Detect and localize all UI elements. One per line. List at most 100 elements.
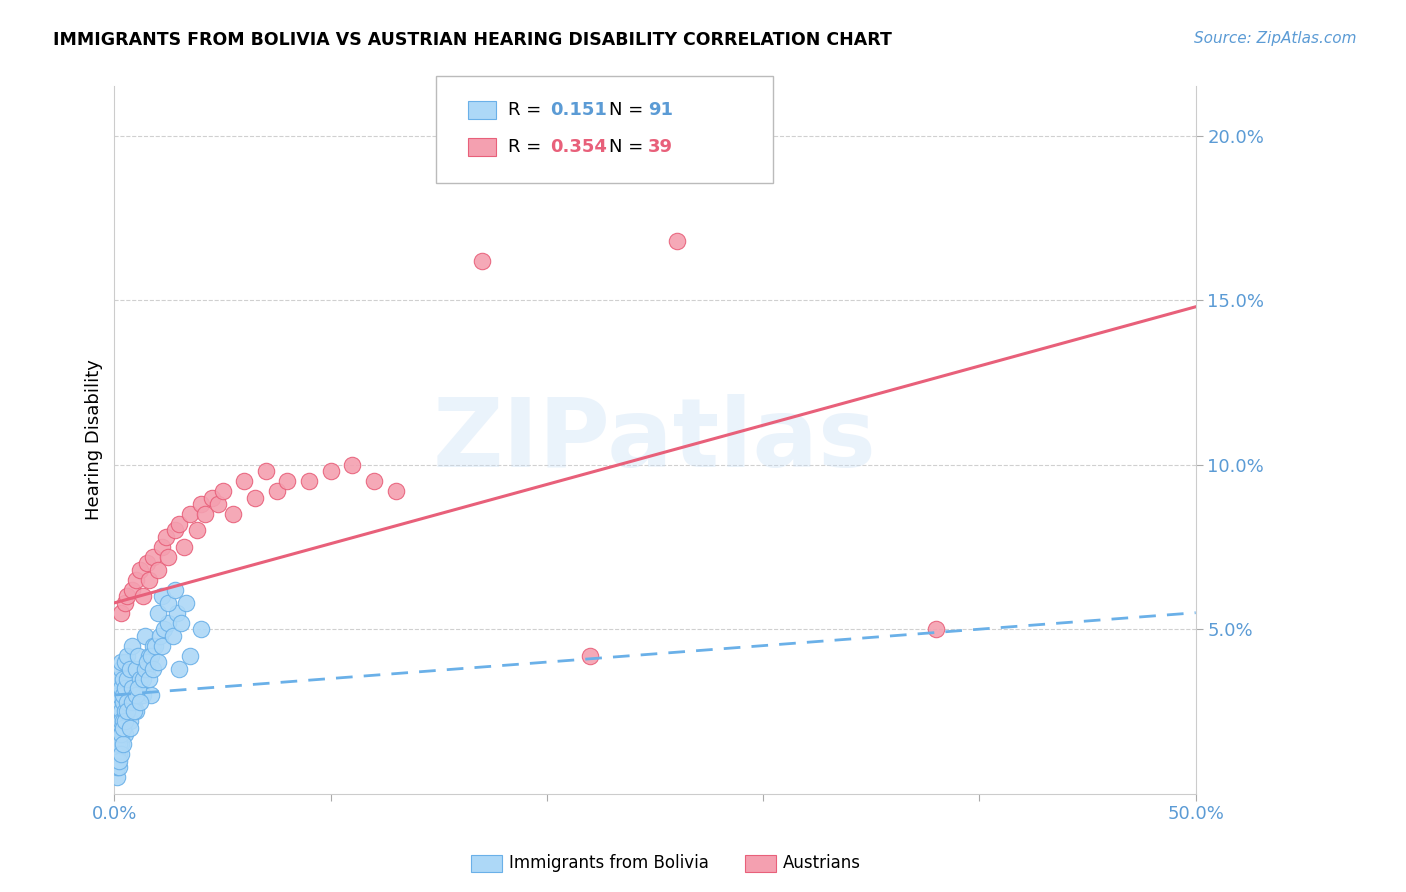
Point bbox=[162, 629, 184, 643]
Point bbox=[110, 606, 132, 620]
Point bbox=[114, 727, 136, 741]
Point bbox=[163, 582, 186, 597]
Point bbox=[173, 540, 195, 554]
Point bbox=[135, 557, 157, 571]
Point bbox=[114, 705, 136, 719]
Point bbox=[925, 622, 948, 636]
Point bbox=[117, 695, 139, 709]
Point bbox=[141, 648, 163, 663]
Point bbox=[179, 648, 201, 663]
Point bbox=[114, 596, 136, 610]
Point bbox=[118, 714, 141, 729]
Text: ZIPatlas: ZIPatlas bbox=[433, 393, 877, 486]
Point bbox=[107, 672, 129, 686]
Point bbox=[579, 648, 602, 663]
Point bbox=[107, 727, 129, 741]
Point bbox=[342, 458, 364, 472]
Point bbox=[110, 705, 132, 719]
Point bbox=[298, 474, 321, 488]
Point bbox=[125, 705, 148, 719]
Point bbox=[131, 589, 153, 603]
Point bbox=[112, 721, 135, 735]
Point bbox=[319, 464, 342, 478]
Point bbox=[142, 662, 165, 676]
Point bbox=[107, 747, 129, 762]
Point bbox=[142, 639, 165, 653]
Point bbox=[207, 497, 229, 511]
Point bbox=[107, 721, 129, 735]
Point bbox=[114, 681, 136, 696]
Point bbox=[169, 516, 191, 531]
Point bbox=[163, 524, 186, 538]
Point bbox=[107, 760, 129, 774]
Point bbox=[170, 615, 193, 630]
Point bbox=[122, 705, 145, 719]
Point bbox=[110, 747, 132, 762]
Point bbox=[145, 639, 167, 653]
Point bbox=[179, 507, 201, 521]
Point bbox=[150, 639, 173, 653]
Point bbox=[121, 681, 143, 696]
Point bbox=[125, 573, 148, 587]
Point bbox=[135, 662, 157, 676]
Point bbox=[186, 524, 208, 538]
Point bbox=[155, 530, 177, 544]
Point bbox=[201, 491, 224, 505]
Point bbox=[121, 582, 143, 597]
Point bbox=[110, 681, 132, 696]
Point bbox=[150, 540, 173, 554]
Point bbox=[135, 655, 157, 669]
Point bbox=[122, 695, 145, 709]
Text: 0.151: 0.151 bbox=[550, 101, 606, 119]
Text: Immigrants from Bolivia: Immigrants from Bolivia bbox=[509, 855, 709, 872]
Point bbox=[129, 563, 152, 577]
Point bbox=[110, 727, 132, 741]
Point bbox=[107, 714, 129, 729]
Point bbox=[105, 688, 128, 702]
Point bbox=[121, 695, 143, 709]
Point bbox=[233, 474, 256, 488]
Text: R =: R = bbox=[508, 138, 547, 156]
Point bbox=[127, 648, 149, 663]
Point bbox=[107, 695, 129, 709]
Point bbox=[150, 589, 173, 603]
Point bbox=[166, 606, 188, 620]
Point bbox=[114, 655, 136, 669]
Point bbox=[105, 747, 128, 762]
Point bbox=[153, 622, 176, 636]
Text: 91: 91 bbox=[648, 101, 673, 119]
Point bbox=[134, 629, 156, 643]
Point bbox=[105, 721, 128, 735]
Point bbox=[112, 737, 135, 751]
Point bbox=[129, 672, 152, 686]
Point bbox=[105, 754, 128, 768]
Point bbox=[141, 688, 163, 702]
Point bbox=[110, 727, 132, 741]
Point bbox=[110, 714, 132, 729]
Point bbox=[105, 705, 128, 719]
Point bbox=[129, 695, 152, 709]
Point bbox=[112, 688, 135, 702]
Point bbox=[169, 662, 191, 676]
Text: 39: 39 bbox=[648, 138, 673, 156]
Point bbox=[157, 596, 180, 610]
Point bbox=[211, 483, 233, 498]
Point bbox=[142, 549, 165, 564]
Point bbox=[157, 615, 180, 630]
Point bbox=[110, 662, 132, 676]
Text: N =: N = bbox=[609, 101, 648, 119]
Point bbox=[127, 681, 149, 696]
Point bbox=[134, 662, 156, 676]
Text: IMMIGRANTS FROM BOLIVIA VS AUSTRIAN HEARING DISABILITY CORRELATION CHART: IMMIGRANTS FROM BOLIVIA VS AUSTRIAN HEAR… bbox=[53, 31, 893, 49]
Point bbox=[254, 464, 277, 478]
Point bbox=[190, 497, 212, 511]
Point bbox=[665, 234, 688, 248]
Point bbox=[112, 672, 135, 686]
Point bbox=[190, 622, 212, 636]
Point bbox=[266, 483, 288, 498]
Point bbox=[105, 727, 128, 741]
Point bbox=[131, 672, 153, 686]
Point bbox=[146, 655, 169, 669]
Point bbox=[363, 474, 385, 488]
Y-axis label: Hearing Disability: Hearing Disability bbox=[86, 359, 103, 520]
